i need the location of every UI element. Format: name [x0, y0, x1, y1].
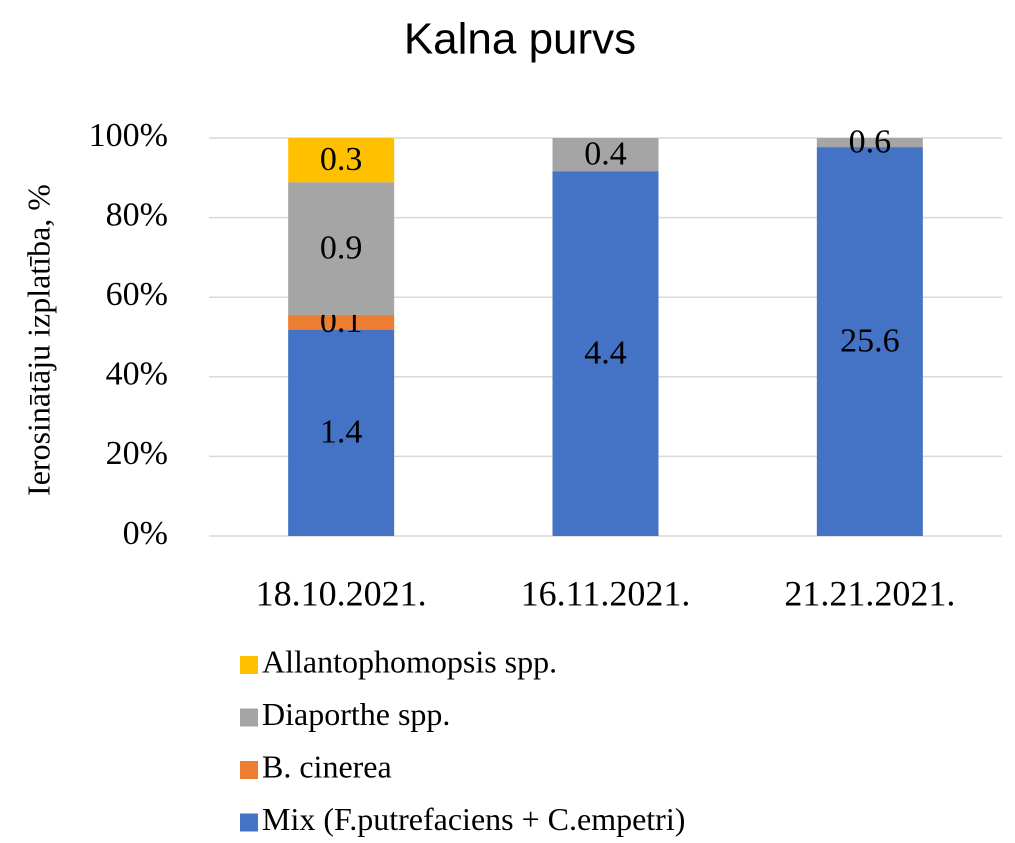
x-tick-label: 18.10.2021. — [256, 573, 427, 613]
data-label: 0.4 — [584, 135, 627, 172]
legend-label: Mix (F.putrefaciens + C.empetri) — [262, 801, 685, 837]
legend-label: Allantophomopsis spp. — [262, 643, 557, 679]
bar-segment — [552, 138, 659, 172]
x-tick-label: 16.11.2021. — [521, 573, 691, 613]
bar-segment — [552, 171, 659, 536]
legend-label: Diaporthe spp. — [262, 696, 450, 732]
bar-segment — [816, 138, 923, 148]
y-tick-label: 40% — [106, 356, 168, 393]
bar-segment — [288, 138, 395, 183]
y-tick-label: 100% — [89, 117, 168, 154]
y-tick-label: 0% — [123, 515, 168, 552]
data-label: 0.6 — [849, 123, 892, 160]
bar-segment — [816, 147, 923, 536]
legend-swatch — [240, 813, 258, 832]
y-tick-label: 80% — [106, 196, 168, 233]
data-label: 4.4 — [584, 334, 627, 371]
legend-label: B. cinerea — [262, 748, 392, 784]
data-label: 25.6 — [840, 322, 900, 359]
y-axis-label: Ierosinātāju izplatība, % — [20, 184, 56, 496]
data-label: 0.9 — [320, 229, 363, 266]
legend-swatch — [240, 656, 258, 674]
bar-segment — [288, 314, 395, 330]
y-tick-label: 60% — [106, 276, 168, 313]
data-label: 1.4 — [320, 414, 363, 451]
legend-swatch — [240, 708, 258, 727]
bar-segment — [288, 329, 395, 536]
y-tick-label: 20% — [106, 435, 168, 472]
x-tick-label: 21.21.2021. — [784, 573, 955, 613]
legend-swatch — [240, 761, 258, 779]
chart-title: Kalna purvs — [404, 15, 636, 64]
data-label: 0.3 — [320, 141, 363, 178]
bar-segment — [288, 182, 395, 315]
